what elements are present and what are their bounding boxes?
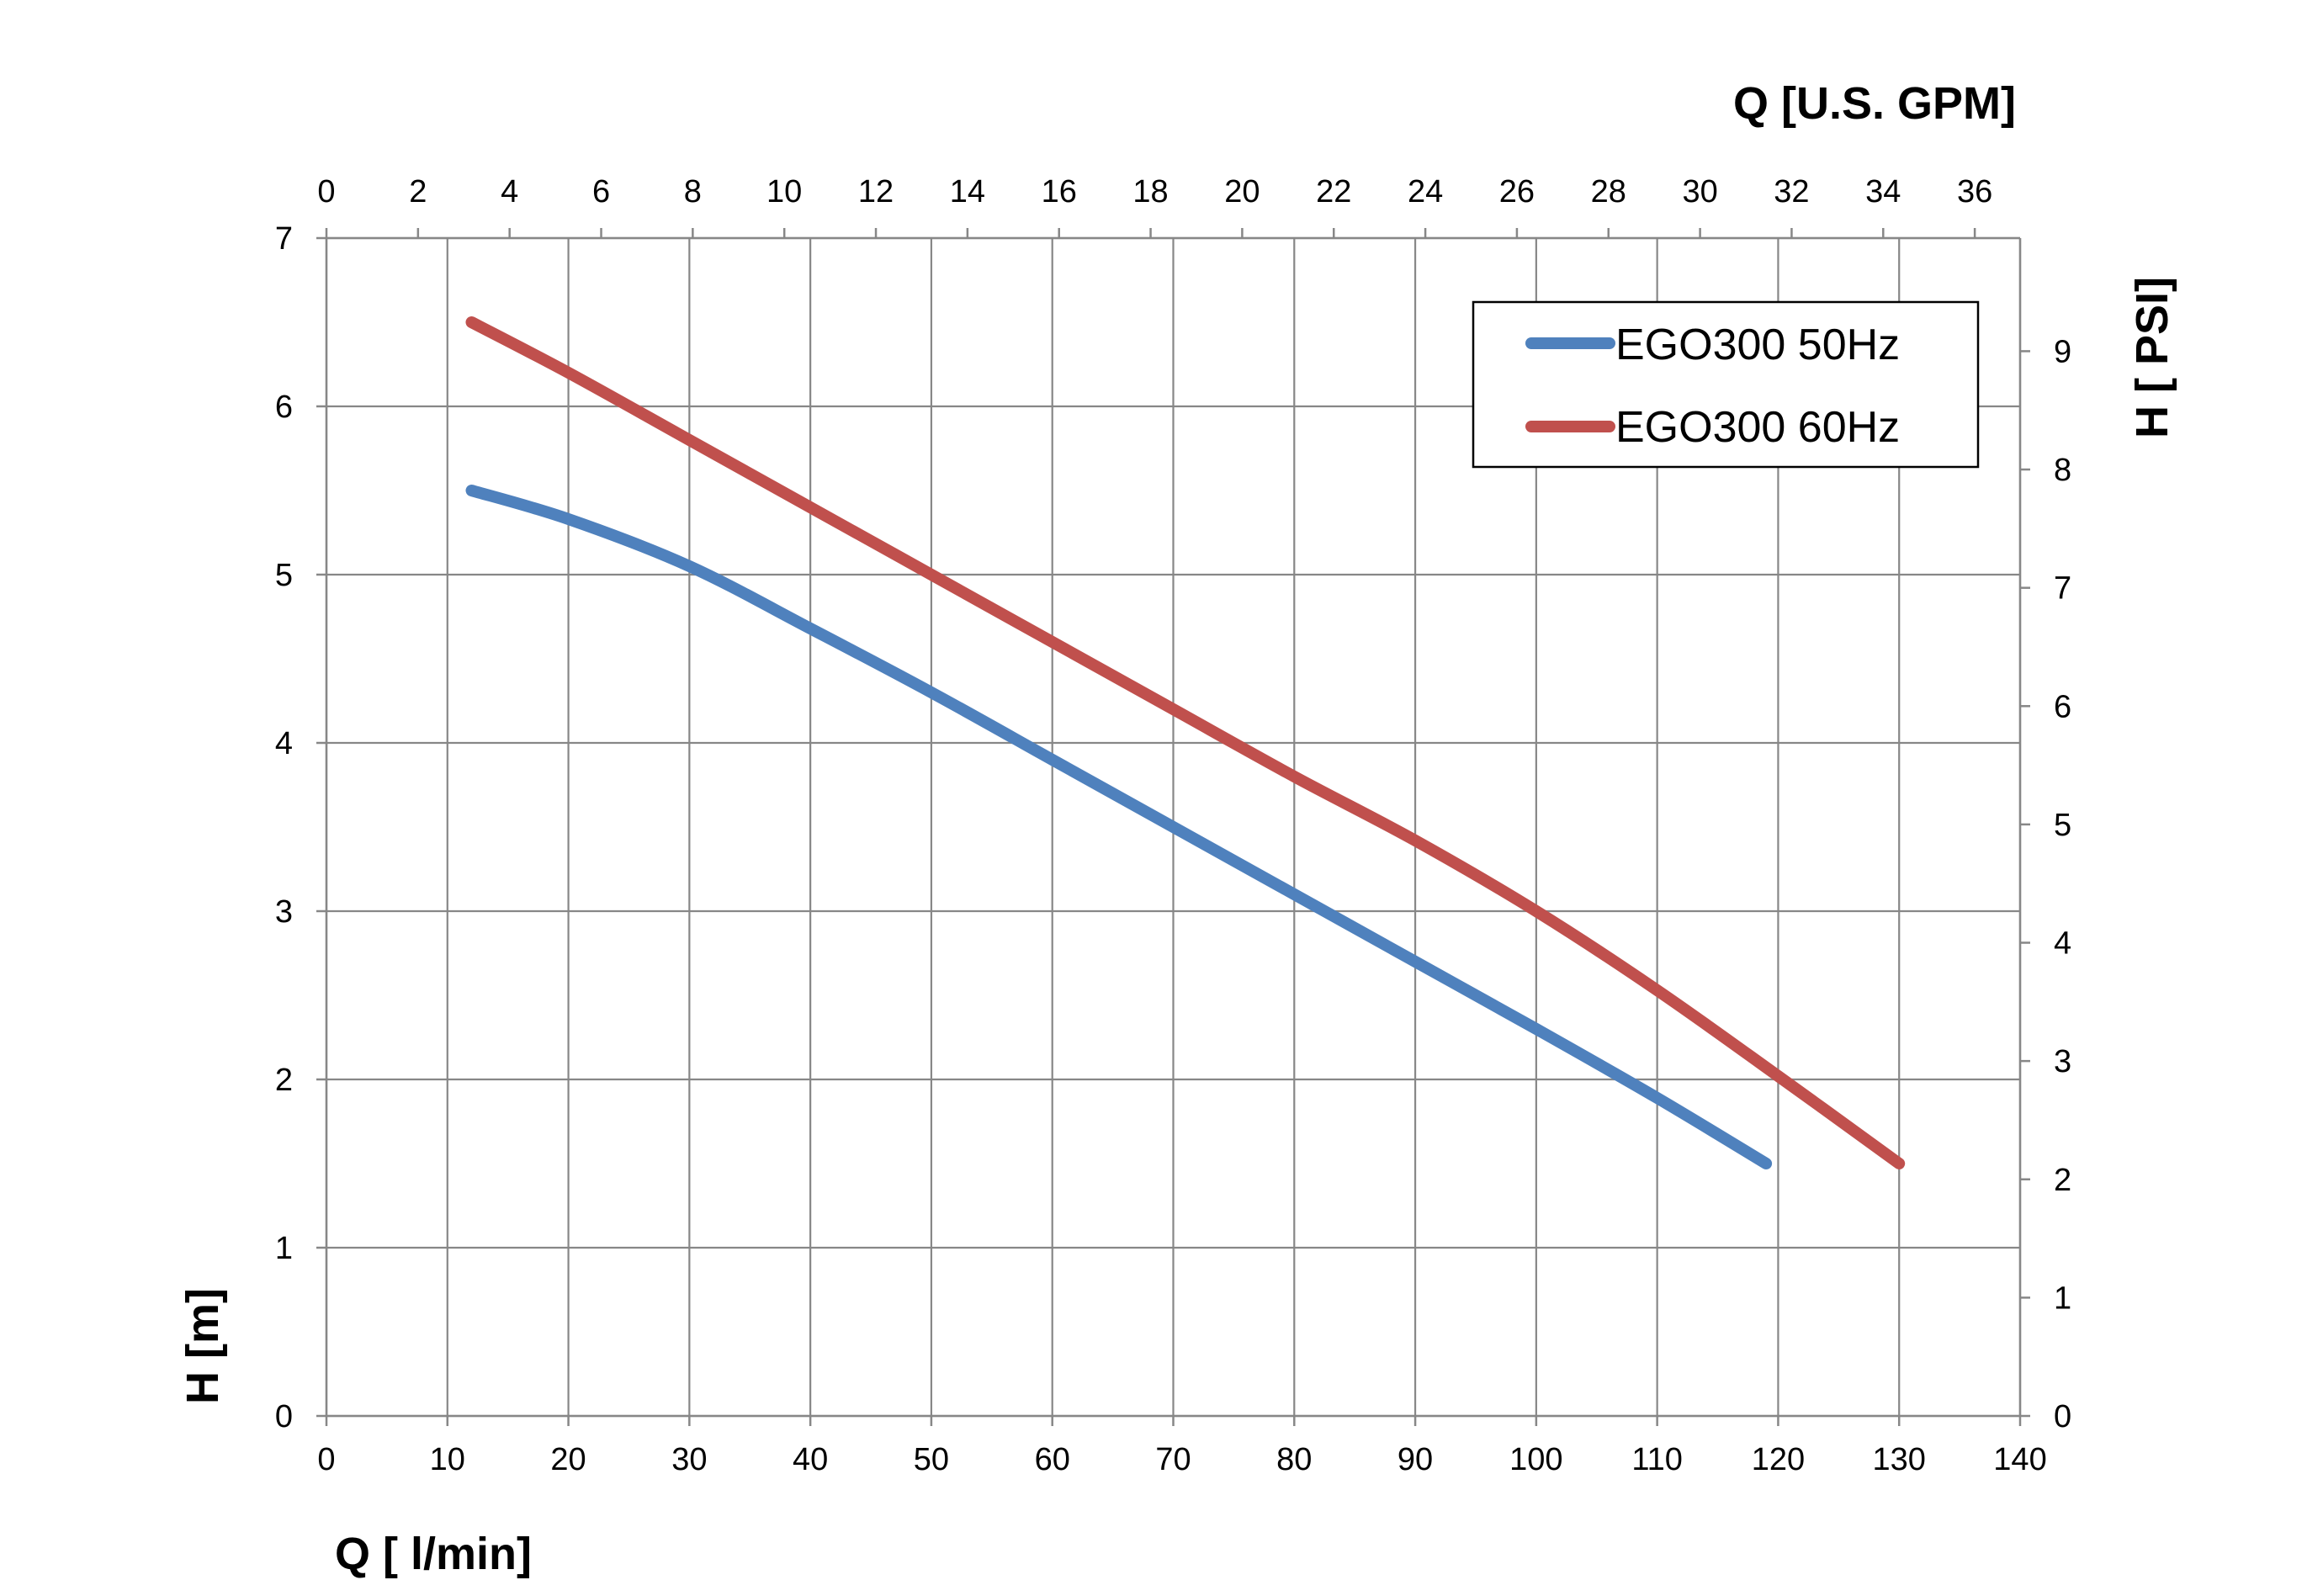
x-top-tick-label: 26 bbox=[1499, 174, 1535, 209]
legend-label-ego300-60hz: EGO300 60Hz bbox=[1615, 403, 1900, 452]
x-bottom-tick-label: 20 bbox=[550, 1442, 586, 1477]
y-left-tick-label: 5 bbox=[275, 558, 293, 593]
y-right-axis-title: H [ PSI] bbox=[2127, 277, 2177, 438]
x-top-tick-label: 24 bbox=[1408, 174, 1443, 209]
x-bottom-axis-title: Q [ l/min] bbox=[335, 1529, 532, 1579]
data-point-ego300-60hz bbox=[568, 373, 569, 374]
y-right-tick-label: 2 bbox=[2054, 1163, 2071, 1198]
x-bottom-tick-label: 60 bbox=[1035, 1442, 1070, 1477]
y-right-tick-label: 8 bbox=[2054, 453, 2071, 488]
x-top-tick-label: 8 bbox=[684, 174, 702, 209]
left-axis-ticks: 0 1 2 3 4 5 6 7 bbox=[275, 221, 326, 1434]
x-top-tick-label: 20 bbox=[1224, 174, 1260, 209]
y-left-tick-label: 0 bbox=[275, 1399, 293, 1434]
x-top-tick-label: 12 bbox=[858, 174, 894, 209]
y-right-tick-label: 9 bbox=[2054, 334, 2071, 369]
data-point-ego300-60hz bbox=[1052, 642, 1053, 643]
x-top-tick-label: 18 bbox=[1132, 174, 1168, 209]
y-right-tick-label: 5 bbox=[2054, 808, 2071, 843]
right-axis-ticks: 0 1 2 3 4 5 6 7 8 9 bbox=[2020, 334, 2071, 1434]
y-right-tick-label: 6 bbox=[2054, 689, 2071, 724]
y-left-axis-title: H [m] bbox=[178, 1288, 228, 1404]
data-point-ego300-50hz bbox=[689, 566, 690, 567]
x-bottom-tick-label: 0 bbox=[317, 1442, 335, 1477]
y-left-tick-label: 3 bbox=[275, 894, 293, 930]
bottom-axis-ticks: 0 10 20 30 40 50 60 70 80 90 100 110 120 130 140 bbox=[317, 1416, 2047, 1477]
x-bottom-tick-label: 10 bbox=[430, 1442, 465, 1477]
data-point-ego300-60hz bbox=[1778, 1076, 1779, 1077]
x-bottom-tick-label: 110 bbox=[1631, 1442, 1683, 1477]
x-top-tick-label: 10 bbox=[766, 174, 802, 209]
x-top-tick-label: 30 bbox=[1682, 174, 1717, 209]
data-point-ego300-50hz bbox=[1052, 760, 1053, 761]
x-bottom-tick-label: 120 bbox=[1752, 1442, 1805, 1477]
data-point-ego300-50hz bbox=[471, 490, 472, 491]
x-top-tick-label: 34 bbox=[1865, 174, 1901, 209]
x-bottom-tick-label: 80 bbox=[1276, 1442, 1312, 1477]
y-left-tick-label: 2 bbox=[275, 1063, 293, 1098]
data-point-ego300-60hz bbox=[1173, 709, 1174, 710]
y-left-tick-label: 4 bbox=[275, 726, 293, 761]
x-top-tick-label: 0 bbox=[317, 174, 335, 209]
x-top-tick-label: 4 bbox=[501, 174, 518, 209]
data-point-ego300-60hz bbox=[1415, 840, 1416, 841]
legend-label-ego300-50hz: EGO300 50Hz bbox=[1615, 321, 1900, 369]
x-top-tick-label: 36 bbox=[1957, 174, 1992, 209]
series-line-ego300-50hz bbox=[465, 485, 1773, 1169]
x-top-tick-label: 14 bbox=[950, 174, 985, 209]
x-top-tick-label: 6 bbox=[592, 174, 610, 209]
x-bottom-tick-label: 100 bbox=[1509, 1442, 1562, 1477]
top-axis-ticks: 0 2 4 6 8 10 12 14 16 18 20 22 24 26 28 30 32 34 36 bbox=[317, 174, 1992, 238]
legend-box bbox=[1472, 300, 1980, 469]
y-right-tick-label: 4 bbox=[2054, 926, 2071, 962]
x-top-tick-label: 22 bbox=[1316, 174, 1351, 209]
x-bottom-tick-label: 70 bbox=[1155, 1442, 1191, 1477]
data-point-ego300-50hz bbox=[568, 519, 569, 520]
x-bottom-tick-label: 50 bbox=[914, 1442, 949, 1477]
y-left-tick-label: 7 bbox=[275, 221, 293, 257]
x-top-tick-label: 32 bbox=[1774, 174, 1809, 209]
series-line-ego300-60hz bbox=[465, 316, 1906, 1169]
y-right-tick-label: 1 bbox=[2054, 1281, 2071, 1316]
x-top-axis-title: Q [U.S. GPM] bbox=[1733, 78, 2016, 129]
x-top-tick-label: 2 bbox=[409, 174, 427, 209]
legend: EGO300 50Hz EGO300 60Hz bbox=[1472, 300, 1980, 469]
x-top-tick-label: 16 bbox=[1042, 174, 1077, 209]
x-bottom-tick-label: 90 bbox=[1398, 1442, 1433, 1477]
x-bottom-tick-label: 40 bbox=[793, 1442, 828, 1477]
x-bottom-tick-label: 30 bbox=[671, 1442, 707, 1477]
y-right-tick-label: 7 bbox=[2054, 571, 2071, 607]
data-point-ego300-60hz bbox=[689, 440, 690, 441]
y-left-tick-label: 6 bbox=[275, 390, 293, 425]
data-point-ego300-60hz bbox=[810, 507, 811, 508]
data-point-ego300-50hz bbox=[1535, 1029, 1536, 1030]
y-right-tick-label: 3 bbox=[2054, 1044, 2071, 1079]
x-top-tick-label: 28 bbox=[1591, 174, 1626, 209]
data-point-ego300-50hz bbox=[810, 628, 811, 629]
data-point-ego300-50hz bbox=[1294, 894, 1295, 895]
x-bottom-tick-label: 130 bbox=[1873, 1442, 1926, 1477]
data-point-ego300-60hz bbox=[1535, 911, 1536, 912]
y-left-tick-label: 1 bbox=[275, 1231, 293, 1266]
data-point-ego300-60hz bbox=[471, 322, 472, 323]
series-lines bbox=[465, 316, 1906, 1169]
x-bottom-tick-label: 140 bbox=[1993, 1442, 2046, 1477]
data-point-ego300-50hz bbox=[1173, 827, 1174, 828]
y-right-tick-label: 0 bbox=[2054, 1399, 2071, 1434]
